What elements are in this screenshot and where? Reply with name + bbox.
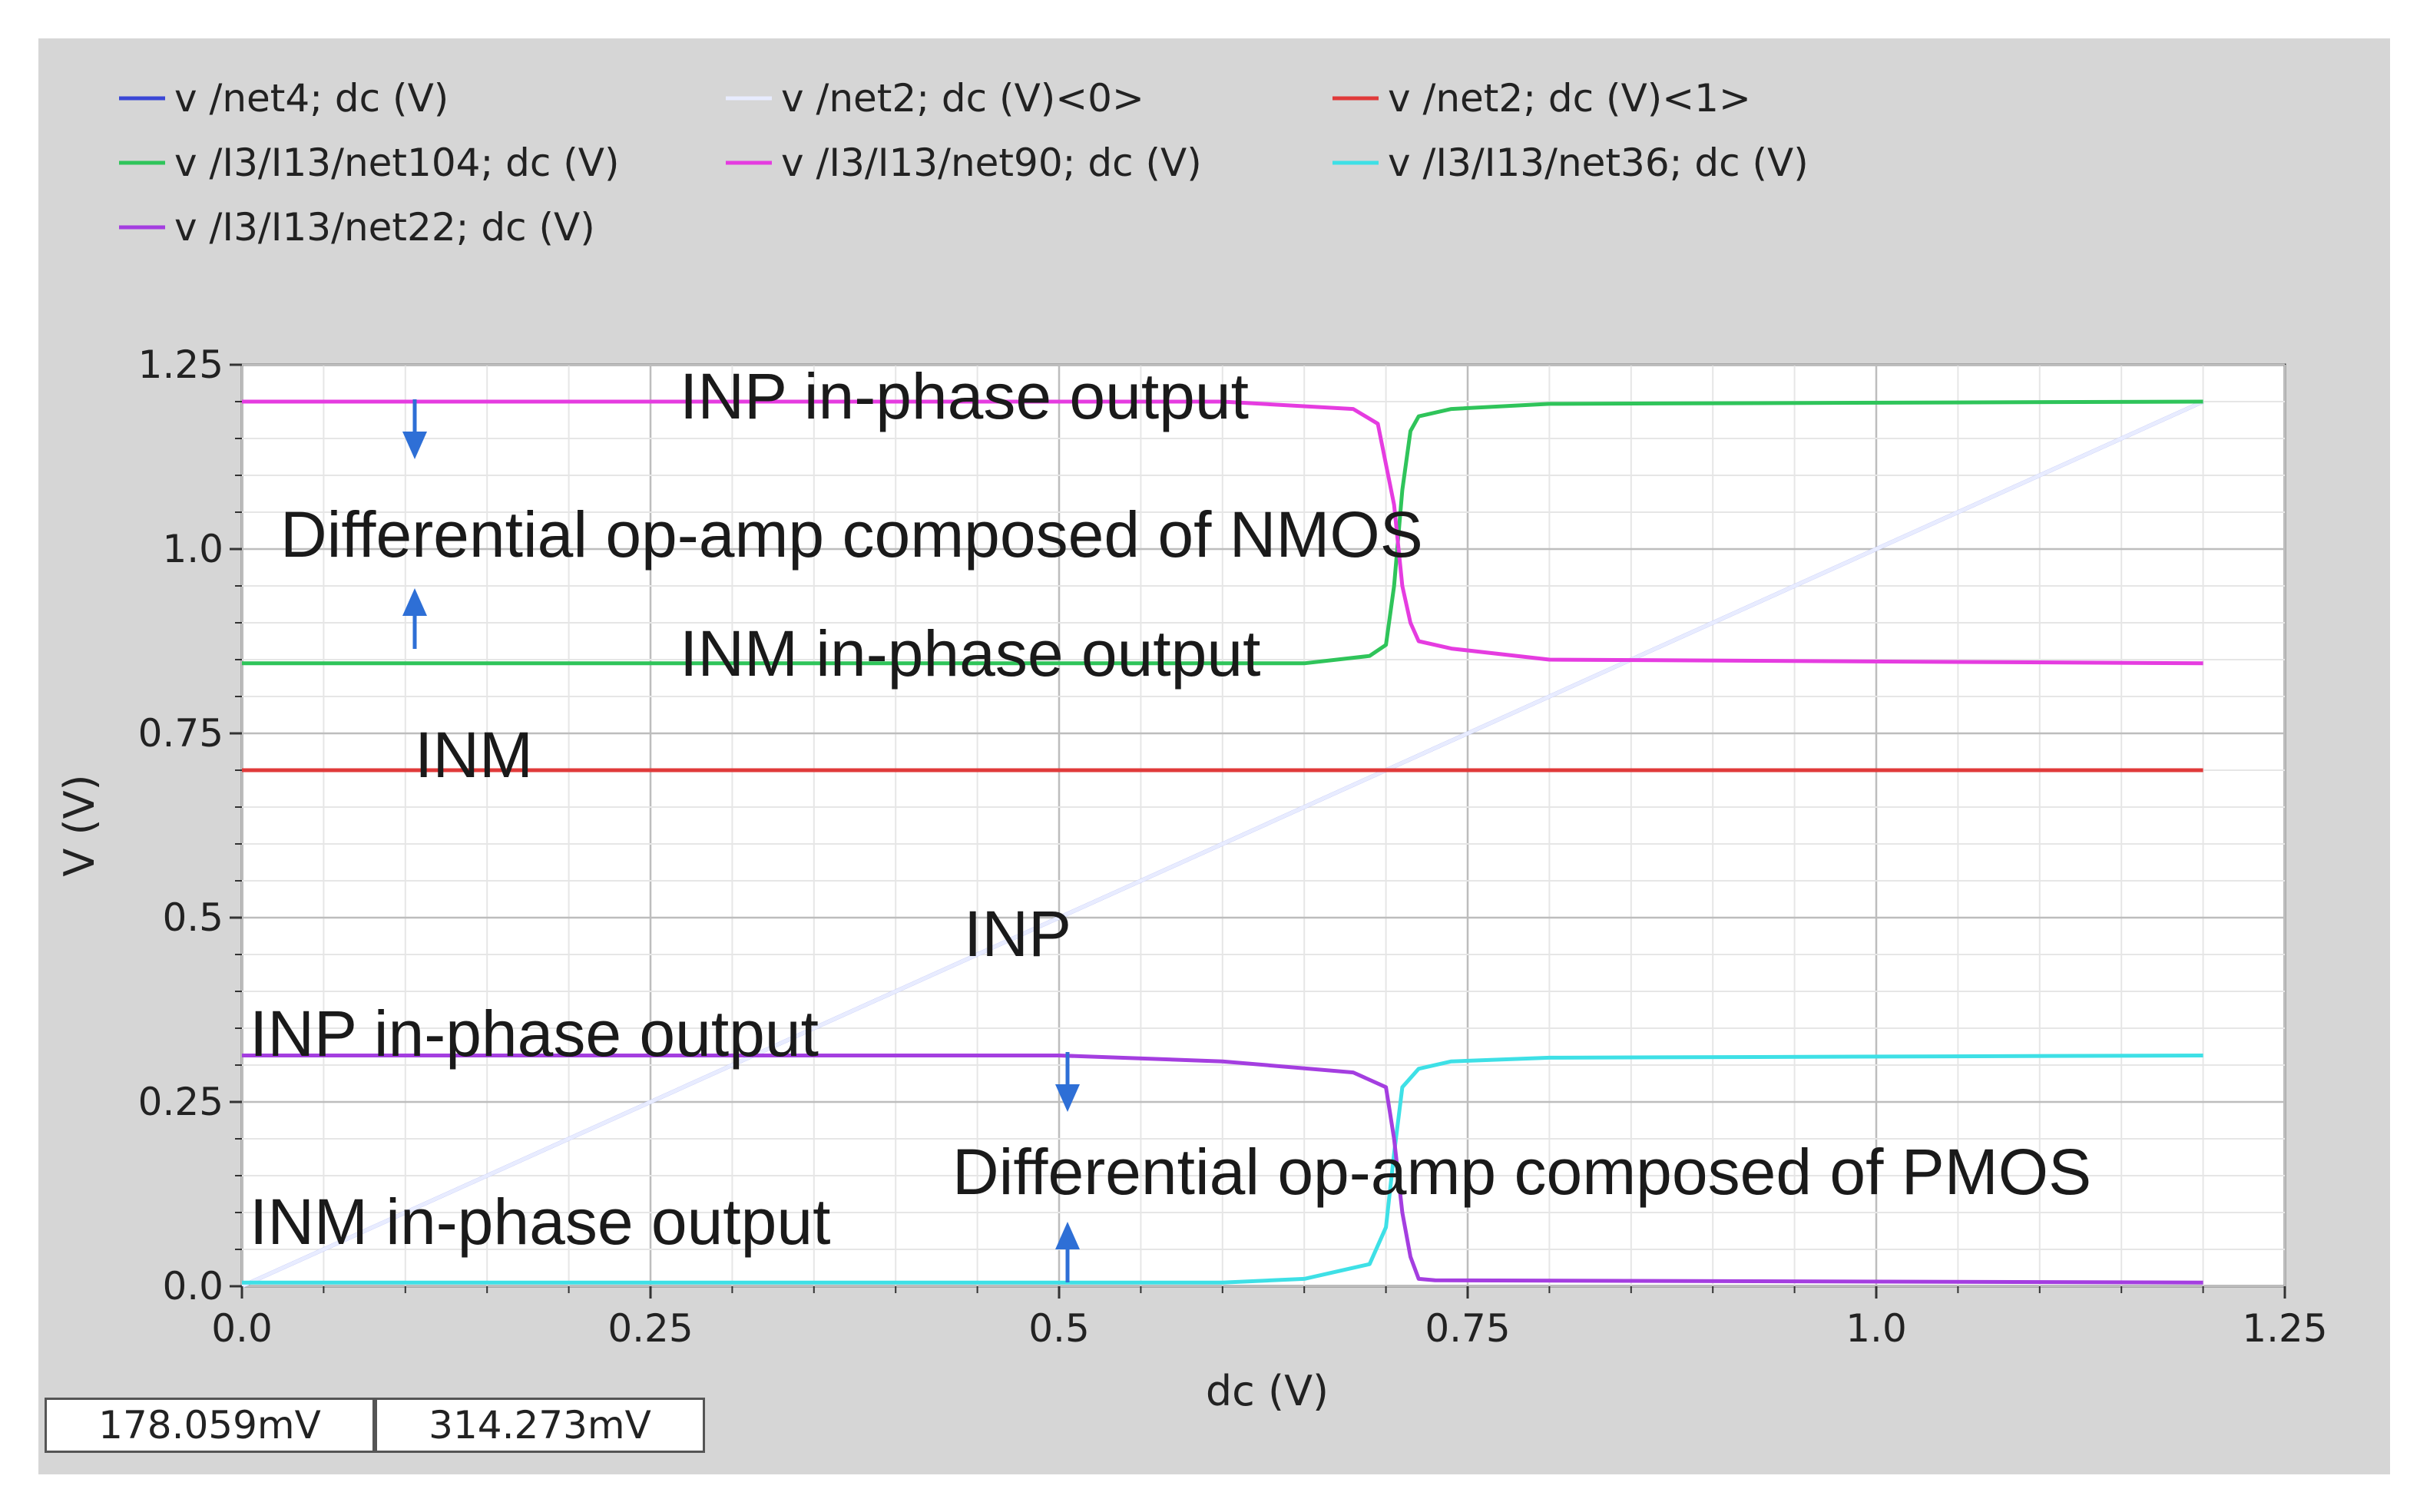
- legend-label: v /I3/I13/net36; dc (V): [1388, 141, 1809, 185]
- legend-label: v /net4; dc (V): [174, 76, 449, 121]
- annotation-inm: INM: [415, 719, 533, 791]
- y-tick-label: 0.75: [138, 711, 223, 756]
- arrow-up-icon: [402, 588, 427, 649]
- x-tick-label: 0.5: [1028, 1306, 1090, 1351]
- arrow-down-icon: [1055, 1052, 1080, 1112]
- annotation-nmos: Differential op-amp composed of NMOS: [280, 498, 1423, 571]
- arrow-up-icon: [1055, 1222, 1080, 1282]
- grid: [240, 363, 2286, 1288]
- y-tick-label: 0.5: [162, 895, 223, 940]
- x-axis-title: dc (V): [1206, 1367, 1329, 1415]
- legend-label: v /net2; dc (V)<1>: [1388, 76, 1751, 121]
- series-line: [242, 399, 2203, 666]
- legend-label: v /I3/I13/net104; dc (V): [174, 141, 620, 185]
- annotation-pmos: Differential op-amp composed of PMOS: [952, 1136, 2091, 1208]
- ticks: 0.0 0.25 0.5 0.75 1.0 1.25 0.0 0.25 0.5 0.75 1.0 1.…: [138, 342, 2328, 1351]
- legend-label: v /net2; dc (V)<0>: [781, 76, 1144, 121]
- x-tick-label: 1.25: [2242, 1306, 2327, 1351]
- waveform-window: v /net4; dc (V) v /net2; dc (V)<0> v /net2…: [38, 38, 2390, 1474]
- series-line: [242, 1054, 2203, 1285]
- legend-entry: v /I3/I13/net22; dc (V): [119, 205, 595, 250]
- x-tick-label: 0.25: [607, 1306, 693, 1351]
- y-tick-label: 0.0: [162, 1264, 223, 1309]
- legend-entry: v /net2; dc (V)<1>: [1332, 76, 1751, 121]
- series-line: [242, 399, 2203, 666]
- legend: v /net4; dc (V) v /net2; dc (V)<0> v /net2…: [119, 76, 1809, 250]
- annotation-inp-output-bottom: INP in-phase output: [250, 998, 819, 1070]
- arrow-down-icon: [402, 399, 427, 459]
- chart-svg: v /net4; dc (V) v /net2; dc (V)<0> v /net2…: [55, 76, 2328, 1415]
- annotation-inm-output-top: INM in-phase output: [680, 617, 1260, 690]
- annotation-inm-output-bottom: INM in-phase output: [250, 1186, 830, 1258]
- legend-entry: v /I3/I13/net36; dc (V): [1332, 141, 1809, 185]
- y-axis-title: V (V): [55, 774, 104, 876]
- y-tick-label: 1.25: [138, 342, 223, 387]
- y-tick-label: 1.0: [162, 527, 223, 571]
- legend-label: v /I3/I13/net90; dc (V): [781, 141, 1202, 185]
- annotations: INP in-phase output Differential op-amp …: [250, 360, 2091, 1282]
- y-tick-label: 0.25: [138, 1080, 223, 1124]
- cursor-readout-left: 178.059mV: [45, 1398, 375, 1453]
- annotation-inp-output-top: INP in-phase output: [680, 360, 1249, 432]
- legend-entry: v /net2; dc (V)<0>: [726, 76, 1144, 121]
- x-tick-label: 0.0: [211, 1306, 273, 1351]
- legend-label: v /I3/I13/net22; dc (V): [174, 205, 595, 250]
- series-group: [240, 399, 2204, 1289]
- legend-entry: v /I3/I13/net90; dc (V): [726, 141, 1202, 185]
- annotation-inp: INP: [964, 898, 1071, 970]
- x-tick-label: 0.75: [1425, 1306, 1510, 1351]
- series-line: [240, 399, 2204, 1289]
- legend-entry: v /I3/I13/net104; dc (V): [119, 141, 620, 185]
- x-tick-label: 1.0: [1846, 1306, 1907, 1351]
- cursor-readout-right: 314.273mV: [375, 1398, 705, 1453]
- legend-entry: v /net4; dc (V): [119, 76, 449, 121]
